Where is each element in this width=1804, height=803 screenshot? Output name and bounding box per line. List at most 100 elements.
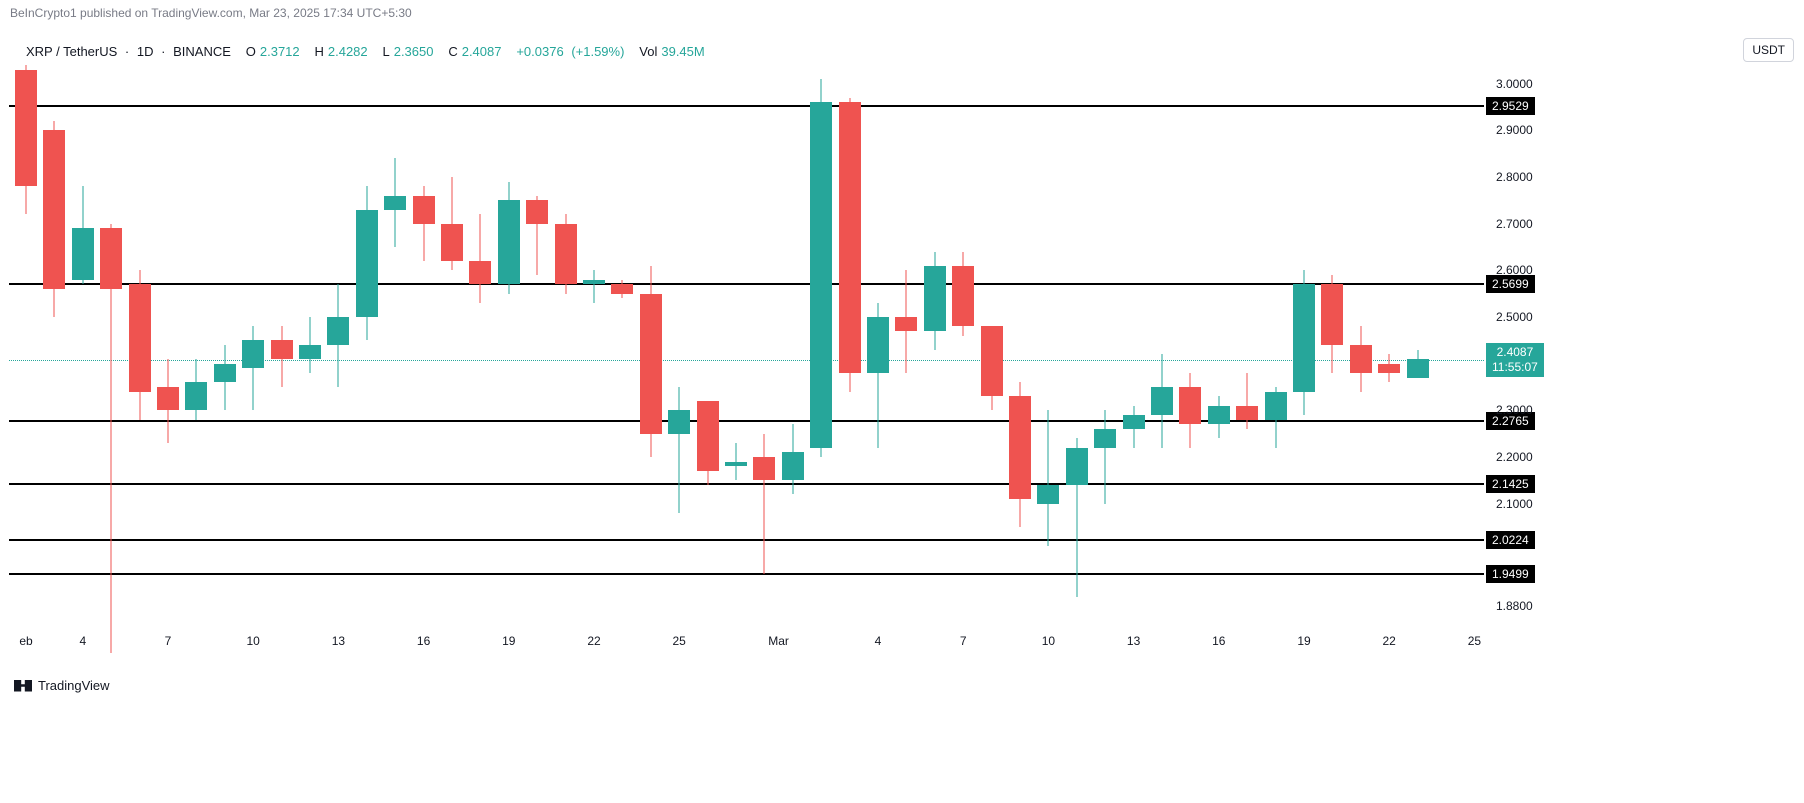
candle[interactable] [753,65,775,625]
candle[interactable] [1009,65,1031,625]
candle[interactable] [72,65,94,625]
candle[interactable] [1378,65,1400,625]
candle[interactable] [356,65,378,625]
candle-body [924,266,946,331]
candle[interactable] [810,65,832,625]
symbol-header[interactable]: XRP / TetherUS · 1D · BINANCE O2.3712 H2… [26,44,709,59]
candle[interactable] [157,65,179,625]
candle[interactable] [1151,65,1173,625]
candle[interactable] [924,65,946,625]
candle[interactable] [725,65,747,625]
candle[interactable] [100,65,122,625]
candle-wick [253,326,254,410]
candle[interactable] [668,65,690,625]
candle[interactable] [384,65,406,625]
candle[interactable] [867,65,889,625]
candle-body [981,326,1003,396]
candle[interactable] [782,65,804,625]
candle[interactable] [271,65,293,625]
candle[interactable] [185,65,207,625]
candle[interactable] [1321,65,1343,625]
candle-body [952,266,974,327]
candle[interactable] [129,65,151,625]
candle-body [356,210,378,317]
plot-area[interactable]: 2.95292.56992.27652.14252.02241.94992.40… [9,65,1484,625]
candle-body [1179,387,1201,424]
candle[interactable] [327,65,349,625]
chart-root: BeInCrypto1 published on TradingView.com… [0,0,1804,803]
candle-body [1208,406,1230,425]
candle[interactable] [981,65,1003,625]
candle[interactable] [1293,65,1315,625]
candle[interactable] [611,65,633,625]
candle[interactable] [469,65,491,625]
candle-body [668,410,690,433]
candle[interactable] [583,65,605,625]
candle-body [895,317,917,331]
candle-body [185,382,207,410]
candle[interactable] [43,65,65,625]
candle-body [867,317,889,373]
x-tick-label: 19 [502,634,515,648]
y-tick-label: 3.0000 [1496,77,1533,91]
candle[interactable] [1407,65,1429,625]
exchange: BINANCE [173,44,231,59]
candle-body [15,70,37,187]
candle[interactable] [1350,65,1372,625]
candle-body [1350,345,1372,373]
candle-body [441,224,463,261]
candle-body [1236,406,1258,420]
candle-wick [480,214,481,303]
candle[interactable] [839,65,861,625]
candle[interactable] [242,65,264,625]
candle[interactable] [15,65,37,625]
candle[interactable] [441,65,463,625]
candle-wick [1048,410,1049,545]
candle[interactable] [1037,65,1059,625]
candle[interactable] [952,65,974,625]
candle[interactable] [526,65,548,625]
x-tick-label: 4 [875,634,882,648]
candle-wick [594,270,595,303]
candle[interactable] [1123,65,1145,625]
candle-body [72,228,94,279]
change-abs: +0.0376 [516,44,563,59]
candle-body [100,228,122,289]
candle[interactable] [640,65,662,625]
candle-body [555,224,577,285]
candle-wick [1105,410,1106,503]
candle[interactable] [1179,65,1201,625]
candle[interactable] [1066,65,1088,625]
candle[interactable] [498,65,520,625]
candle[interactable] [555,65,577,625]
candle[interactable] [1208,65,1230,625]
interval: 1D [137,44,154,59]
quote-currency-button[interactable]: USDT [1743,38,1794,62]
candle[interactable] [214,65,236,625]
candle-body [810,102,832,447]
x-tick-label: 16 [417,634,430,648]
candle[interactable] [1094,65,1116,625]
candle[interactable] [299,65,321,625]
x-tick-label: 16 [1212,634,1225,648]
tradingview-logo[interactable]: TradingView [14,678,110,693]
candle-body [1265,392,1287,420]
candle[interactable] [697,65,719,625]
candle[interactable] [413,65,435,625]
tv-logo-text: TradingView [38,678,110,693]
ohlc-high: 2.4282 [328,44,368,59]
candle-body [1151,387,1173,415]
y-tick-label: 2.6000 [1496,263,1533,277]
candle-body [1037,485,1059,504]
candle-body [299,345,321,359]
candle[interactable] [1236,65,1258,625]
y-tick-label: 2.7000 [1496,217,1533,231]
y-tick-label: 1.8800 [1496,599,1533,613]
candle[interactable] [1265,65,1287,625]
candle-body [129,284,151,391]
y-axis[interactable]: 3.00002.90002.80002.70002.60002.50002.30… [1490,65,1550,625]
candle[interactable] [895,65,917,625]
x-axis[interactable]: eb47101316192225Mar47101316192225 [9,630,1484,654]
candle-body [327,317,349,345]
candle-body [1321,284,1343,345]
